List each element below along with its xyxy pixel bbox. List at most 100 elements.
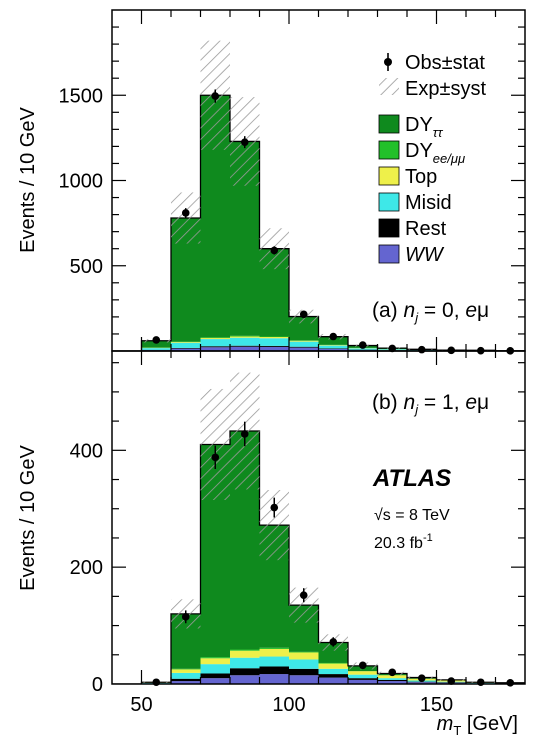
bottom-bar-dy-eemumu: [171, 668, 201, 670]
top-bar-misid: [259, 338, 289, 346]
top-bar-ww: [200, 347, 230, 351]
top-bar-dy-tautau: [141, 340, 171, 348]
bottom-obs-point: [506, 679, 515, 687]
top-y-axis-title: Events / 10 GeV: [17, 107, 39, 253]
top-bar-misid: [230, 337, 260, 346]
bottom-bar-top: [200, 658, 230, 665]
top-panel-prefix: (a): [372, 299, 404, 322]
x-axis-title-main: m: [437, 713, 454, 735]
legend-misid: Misid: [378, 192, 452, 214]
top-panel-label: (a) nj = 0, eμ: [372, 299, 489, 325]
bottom-bar-rest: [318, 674, 348, 678]
bottom-bar-dy-eemumu: [318, 662, 348, 664]
bottom-obs-point: [417, 674, 426, 682]
top-bar-misid: [348, 348, 378, 350]
top-panel-mu: μ: [477, 299, 489, 322]
bottom-obs-point: [447, 677, 456, 685]
top-bar-dy-eemumu: [230, 335, 260, 337]
top-bar-dy-eemumu: [259, 336, 289, 338]
bottom-panel-n: n: [404, 391, 416, 414]
bottom-bar-misid: [348, 674, 378, 679]
top-bar-dy-eemumu: [200, 337, 230, 339]
legend-dy-tautau-main: DY: [405, 114, 433, 136]
legend-dy-tautau-sub: ττ: [433, 125, 444, 140]
top-bar-rest: [171, 347, 201, 349]
bottom-bar-top: [377, 675, 407, 679]
legend-dy-eemumu-label: DYee/μμ: [405, 140, 465, 166]
top-obs-point: [270, 246, 279, 255]
bottom-obs-point: [329, 638, 338, 646]
bottom-bar-misid: [289, 659, 319, 669]
bottom-obs-point: [270, 503, 279, 512]
top-obs-point: [329, 332, 338, 341]
top-panel-e: e: [465, 299, 477, 322]
legend-dy-eemumu-swatch: [378, 140, 400, 160]
top-obs-point: [358, 341, 367, 349]
bottom-bar-misid: [200, 664, 230, 674]
legend-rest: Rest: [378, 218, 447, 240]
bottom-obs-point: [388, 668, 397, 677]
bottom-syst-band: [200, 388, 230, 500]
bottom-bar-ww: [348, 679, 378, 684]
bottom-ytick-label: 0: [92, 674, 103, 696]
bottom-bar-misid: [230, 657, 260, 669]
x-axis-title-sub: T: [453, 723, 461, 738]
bottom-bar-rest: [200, 673, 230, 679]
top-bar-ww: [230, 346, 260, 351]
bottom-xtick-label: 50: [130, 694, 152, 716]
bottom-obs-point: [211, 453, 220, 462]
lumi-value: 20.3 fb: [374, 535, 423, 552]
bottom-ytick-label: 400: [70, 440, 103, 462]
top-bar-misid: [141, 348, 171, 350]
legend-top: Top: [378, 166, 437, 188]
legend: Obs±stat Exp±syst DYττ DYee/μμ Top Misid: [378, 52, 486, 266]
bottom-panel-value: = 1,: [418, 391, 465, 414]
bottom-bar-dy-eemumu: [200, 657, 230, 659]
bottom-panel-e: e: [465, 391, 477, 414]
legend-obs: Obs±stat: [384, 52, 485, 74]
legend-ww: WW: [378, 244, 445, 266]
bottom-bar-dy-eemumu: [289, 651, 319, 653]
bottom-panel-sub: j: [413, 402, 419, 417]
top-obs-point: [299, 310, 308, 319]
legend-rest-label: Rest: [405, 218, 447, 240]
bottom-bar-ww: [407, 682, 437, 684]
bottom-bar-top: [171, 669, 201, 673]
top-bar-rest: [289, 346, 319, 348]
bottom-ytick-label: 200: [70, 557, 103, 579]
bottom-bar-misid: [171, 672, 201, 679]
bottom-obs-point: [358, 661, 367, 670]
bottom-bar-top: [259, 648, 289, 657]
bottom-bar-rest: [348, 678, 378, 680]
top-bar-misid: [171, 342, 201, 348]
legend-dy-eemumu-main: DY: [405, 140, 433, 162]
top-panel-value: = 0,: [418, 299, 465, 322]
panel-top: 500 1000 1500 Events / 10 GeV Obs±stat Exp…: [17, 9, 526, 355]
bottom-bar-ww: [200, 678, 230, 684]
top-bar-ww: [171, 348, 201, 351]
bottom-bar-ww: [230, 675, 260, 684]
bottom-obs-point: [181, 613, 190, 621]
bottom-bar-rest: [230, 668, 260, 676]
legend-top-swatch: [378, 166, 400, 186]
bottom-bar-rest: [171, 678, 201, 682]
legend-dy-eemumu: DYee/μμ: [378, 140, 465, 166]
top-bar-ww: [289, 347, 319, 351]
bottom-panel-label: (b) nj = 1, eμ: [372, 391, 489, 417]
top-bar-top: [171, 342, 201, 343]
top-bar-misid: [318, 345, 348, 349]
legend-dy-tautau-label: DYττ: [405, 114, 444, 140]
bottom-bar-top: [318, 663, 348, 669]
top-bar-top: [289, 340, 319, 342]
legend-misid-swatch: [378, 192, 400, 212]
top-bar-top: [259, 337, 289, 339]
bottom-bar-top: [230, 650, 260, 658]
bottom-bar-ww: [377, 681, 407, 684]
bottom-plot-frame: [111, 350, 526, 685]
lumi-label: 20.3 fb-1: [374, 532, 433, 552]
bottom-bar-top: [348, 671, 378, 675]
bottom-bar-ww: [171, 681, 201, 684]
top-bar-top: [200, 338, 230, 340]
energy-value: = 8 TeV: [391, 507, 450, 524]
